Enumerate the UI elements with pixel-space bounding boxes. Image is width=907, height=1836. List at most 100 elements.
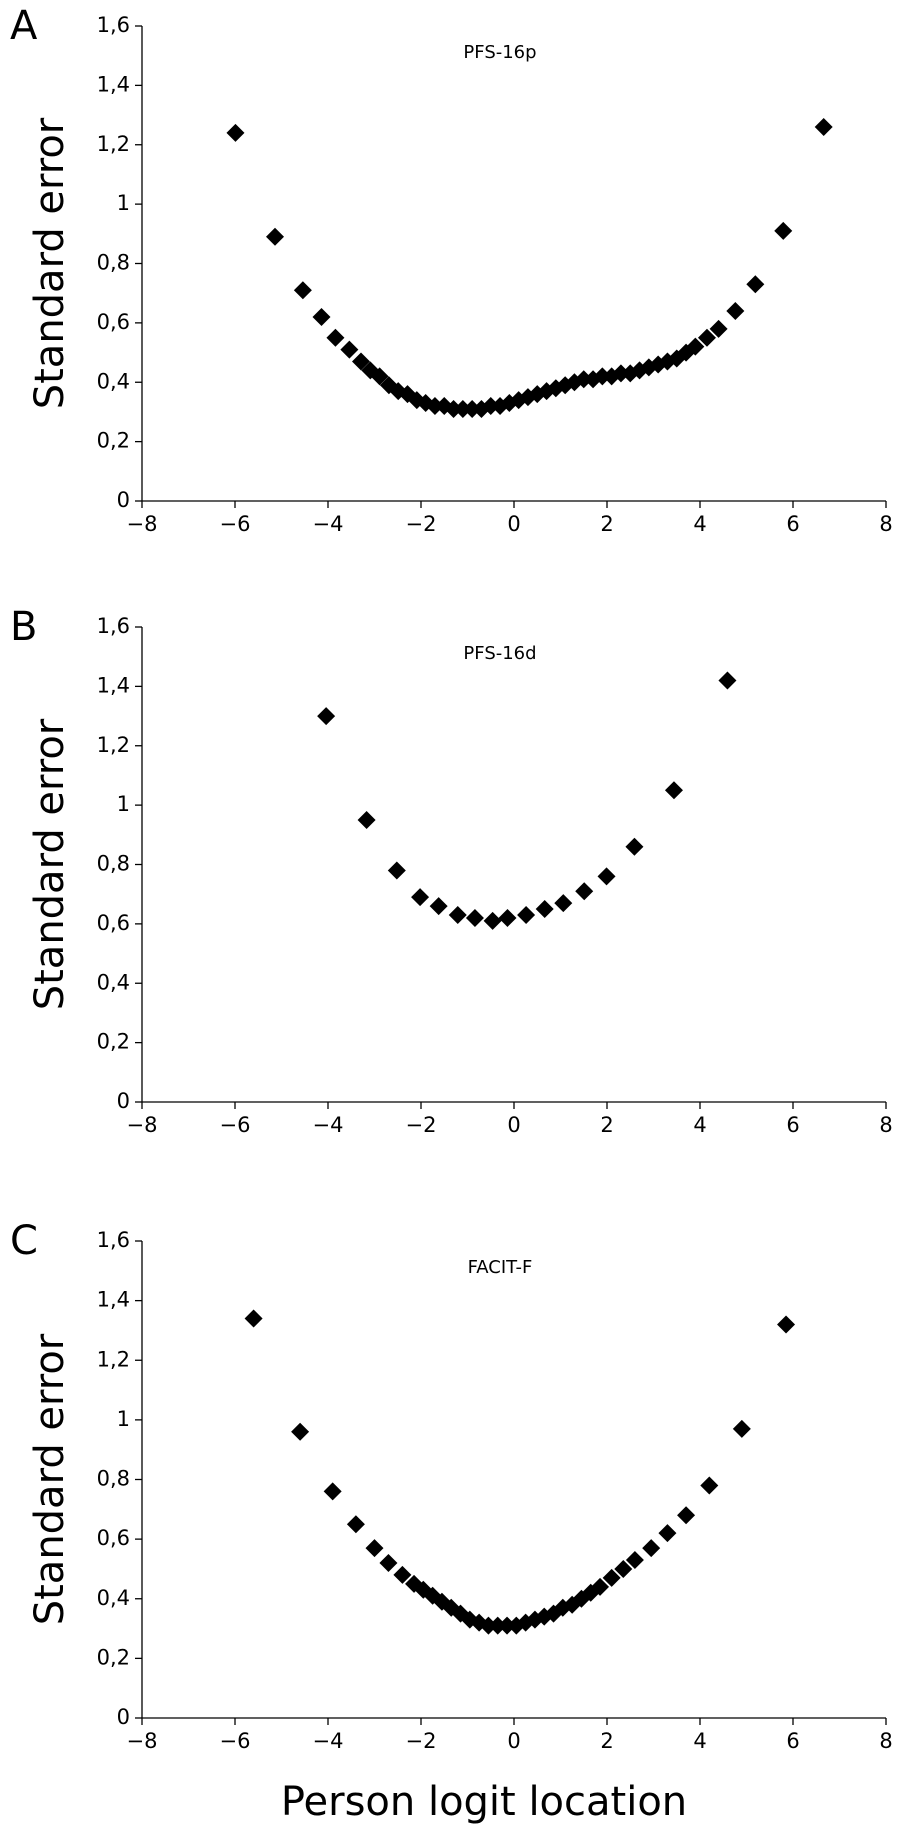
marker [411, 888, 430, 907]
marker [658, 1524, 677, 1543]
y-tick-label: 1,2 [97, 132, 130, 156]
y-tick-label: 0,2 [97, 1030, 130, 1054]
marker [498, 908, 517, 927]
y-tick-label: 1 [117, 1407, 130, 1431]
marker [340, 340, 359, 359]
y-tick-label: 0,6 [97, 1526, 130, 1550]
x-tick-label: −8 [127, 512, 158, 536]
panel-label: A [10, 3, 38, 49]
chart-title: PFS-16d [463, 643, 536, 664]
y-tick-label: 1 [117, 191, 130, 215]
marker [574, 370, 593, 389]
y-tick-label: 1,6 [97, 1228, 130, 1252]
x-tick-label: −2 [406, 1729, 437, 1753]
marker [488, 1616, 507, 1635]
y-tick-label: 1 [117, 792, 130, 816]
marker [293, 281, 312, 300]
x-axis-label: Person logit location [281, 1779, 687, 1825]
marker [709, 319, 728, 338]
x-tick-label: 0 [507, 1113, 520, 1137]
marker [429, 897, 448, 916]
marker [554, 894, 573, 913]
y-axis-label: Standard error [27, 117, 73, 409]
marker [346, 1515, 365, 1534]
marker [642, 1539, 661, 1558]
y-axis-label: Standard error [27, 718, 73, 1010]
y-tick-label: 0,4 [97, 369, 130, 393]
marker [614, 1559, 633, 1578]
marker [625, 837, 644, 856]
marker [664, 781, 683, 800]
marker [535, 900, 554, 919]
chart-title: FACIT-F [468, 1257, 533, 1278]
marker [814, 117, 833, 136]
y-tick-label: 0,6 [97, 310, 130, 334]
marker [726, 302, 745, 320]
y-tick-label: 0,8 [97, 1467, 130, 1491]
marker [387, 861, 406, 880]
y-axis-label: Standard error [27, 1333, 73, 1625]
x-tick-label: −2 [406, 512, 437, 536]
panel-label: C [10, 1218, 38, 1264]
y-tick-label: 1,4 [97, 673, 130, 697]
y-tick-label: 1,2 [97, 1347, 130, 1371]
marker [479, 1616, 498, 1635]
marker [575, 882, 594, 901]
x-tick-label: 8 [879, 1113, 892, 1137]
x-tick-label: 8 [879, 512, 892, 536]
marker [425, 397, 444, 415]
x-tick-label: 6 [786, 512, 799, 536]
x-tick-label: 4 [693, 1113, 706, 1137]
marker [700, 1476, 719, 1495]
x-tick-label: −6 [220, 1729, 251, 1753]
x-tick-label: 6 [786, 1729, 799, 1753]
marker [291, 1422, 310, 1441]
marker [593, 367, 612, 386]
x-tick-label: −8 [127, 1729, 158, 1753]
marker [746, 275, 765, 294]
y-tick-label: 1,6 [97, 614, 130, 638]
marker [244, 1309, 263, 1328]
marker [517, 905, 536, 924]
marker [370, 367, 389, 386]
marker [326, 328, 345, 347]
x-tick-label: 2 [600, 1113, 613, 1137]
marker [357, 810, 376, 829]
marker [697, 328, 716, 347]
y-tick-label: 1,2 [97, 733, 130, 757]
marker [444, 399, 463, 418]
marker [352, 352, 371, 371]
y-tick-label: 0,8 [97, 852, 130, 876]
y-tick-label: 0,2 [97, 1645, 130, 1669]
marker [448, 905, 467, 924]
marker [393, 1565, 412, 1584]
marker [718, 671, 737, 690]
marker [677, 1506, 696, 1525]
x-tick-label: 8 [879, 1729, 892, 1753]
marker [463, 399, 482, 418]
x-tick-label: −6 [220, 512, 251, 536]
marker [226, 123, 245, 142]
x-tick-label: −6 [220, 1113, 251, 1137]
x-tick-label: −2 [406, 1113, 437, 1137]
y-tick-label: 0 [117, 1705, 130, 1729]
chart-title: PFS-16p [463, 42, 536, 63]
marker [774, 221, 793, 240]
panel-label: B [10, 604, 37, 650]
marker [453, 399, 472, 418]
marker [379, 1553, 398, 1572]
marker [323, 1482, 342, 1501]
marker [317, 707, 336, 726]
x-tick-label: −4 [313, 1729, 344, 1753]
y-tick-label: 0 [117, 488, 130, 512]
y-tick-label: 0,6 [97, 911, 130, 935]
y-tick-label: 0 [117, 1089, 130, 1113]
x-tick-label: −4 [313, 1113, 344, 1137]
x-tick-label: −4 [313, 512, 344, 536]
x-tick-label: 4 [693, 512, 706, 536]
y-tick-label: 0,4 [97, 1586, 130, 1610]
y-tick-label: 0,8 [97, 251, 130, 275]
x-tick-label: 0 [507, 512, 520, 536]
marker [602, 1568, 621, 1587]
